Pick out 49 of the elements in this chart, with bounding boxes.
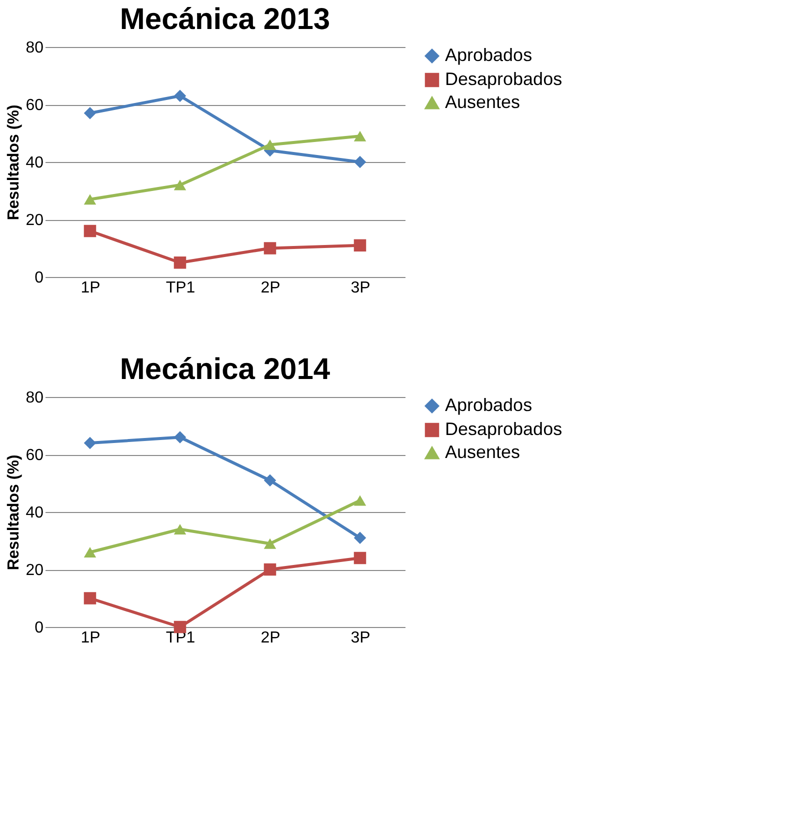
- legend-label: Ausentes: [445, 92, 520, 112]
- y-tick-label: 60: [26, 97, 44, 114]
- point: [84, 194, 96, 205]
- point: [264, 474, 276, 486]
- x-tick-label: 2P: [260, 630, 280, 646]
- point: [174, 180, 186, 190]
- x-tick-label: 3P: [350, 630, 370, 646]
- point: [84, 107, 96, 120]
- x-tick-label: 1P: [80, 280, 100, 296]
- y-tick-label: 40: [26, 504, 44, 522]
- legend-label: Aprobados: [445, 395, 532, 415]
- chart-title: Mecánica 2013: [120, 3, 330, 36]
- y-axis-title: Resultados (%): [6, 454, 23, 570]
- point: [84, 436, 96, 450]
- point: [264, 139, 276, 150]
- legend-label: Ausentes: [445, 442, 520, 462]
- y-tick-label: 40: [26, 154, 44, 172]
- point: [174, 431, 186, 444]
- point: [354, 532, 366, 544]
- y-tick-label: 0: [34, 620, 44, 636]
- point: [354, 552, 366, 564]
- x-tick-label: 1P: [80, 630, 100, 646]
- legend-label: Desaprobados: [445, 69, 562, 89]
- point: [264, 563, 276, 576]
- chart-title: Mecánica 2014: [120, 353, 330, 386]
- point: [354, 495, 366, 506]
- legend-label: Desaprobados: [445, 419, 562, 439]
- x-tick-label: TP1: [166, 280, 196, 296]
- point: [354, 130, 366, 142]
- y-tick-label: 20: [26, 212, 44, 229]
- x-tick-label: 3P: [350, 280, 370, 296]
- point: [174, 256, 186, 269]
- point: [264, 538, 276, 549]
- y-tick-label: 20: [26, 562, 44, 579]
- point: [354, 156, 366, 168]
- point: [84, 224, 96, 238]
- y-tick-label: 80: [26, 390, 44, 406]
- point: [264, 242, 276, 254]
- point: [84, 592, 96, 604]
- x-tick-label: 2P: [260, 280, 280, 296]
- point: [354, 239, 366, 252]
- legend-label: Aprobados: [445, 45, 532, 65]
- point: [84, 546, 96, 558]
- y-tick-label: 80: [26, 40, 44, 56]
- point: [174, 524, 186, 535]
- y-axis-title: Resultados (%): [6, 104, 23, 220]
- y-tick-label: 60: [26, 447, 44, 464]
- y-tick-label: 0: [34, 270, 44, 286]
- point: [174, 90, 186, 102]
